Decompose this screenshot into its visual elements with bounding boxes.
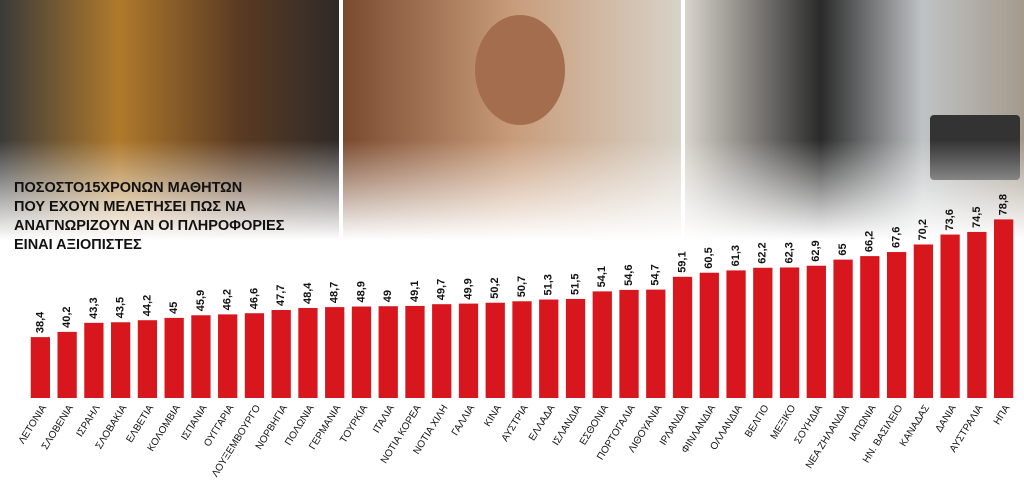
value-label: 45,9 [195,290,207,311]
bar [993,219,1014,398]
value-label: 74,5 [971,207,983,228]
value-label: 49,9 [462,278,474,299]
x-tick-label: ΙΣΡΑΗΛ [75,403,103,439]
value-label: 62,2 [757,242,769,263]
bar [646,289,666,398]
value-label: 46,6 [248,288,260,309]
value-label: 70,2 [917,219,929,240]
value-label: 59,1 [676,251,688,272]
x-tick-label: ΔΑΝΙΑ [934,403,959,435]
value-label: 61,3 [730,245,742,266]
bar [164,317,184,398]
value-label: 66,2 [864,231,876,252]
value-label: 43,3 [88,297,100,318]
bar [271,310,291,398]
bar [539,299,559,398]
bar [84,322,104,398]
value-label: 54,1 [596,266,608,287]
bar [378,306,398,398]
x-tick-label: ΜΕΞΙΚΟ [769,403,799,442]
bar [137,320,158,398]
value-label: 60,5 [703,247,715,268]
photo-detail [475,15,565,125]
bar [512,301,532,398]
bar [726,270,746,398]
value-label: 46,2 [222,289,234,310]
bar [753,267,773,398]
value-label: 54,7 [650,264,662,285]
value-label: 48,7 [329,282,341,303]
bar [940,234,960,398]
bar [191,315,211,398]
bar [351,306,372,398]
x-tick-label: ΒΕΛΓΙΟ [743,403,772,440]
bar [565,298,586,398]
bar [432,304,452,398]
value-label: 62,9 [810,240,822,261]
bar [860,256,880,398]
value-label: 43,5 [115,297,127,318]
value-label: 65 [837,243,849,255]
value-label: 49 [382,290,394,302]
x-tick-label: ΚΙΝΑ [482,403,504,429]
chart-title: ΠΟΣΟΣΤΟ15ΧΡΟΝΩΝ ΜΑΘΗΤΩΝ [14,180,242,196]
value-label: 48,4 [302,282,314,304]
bar [405,305,425,398]
bar [218,314,238,398]
bar [57,331,77,398]
x-tick-label: ΛΟΥΞΕΜΒΟΥΡΓΟ [210,403,263,479]
chart-title: ΠΟΥ ΕΧΟΥΝ ΜΕΛΕΤΗΣΕΙ ΠΩΣ ΝΑ [14,199,247,215]
value-label: 49,1 [409,281,421,302]
x-tick-label: ΗΠΑ [992,403,1013,427]
value-label: 62,3 [783,242,795,263]
value-label: 48,9 [355,281,367,302]
bar [458,303,479,398]
bar [913,244,933,398]
value-label: 67,6 [891,227,903,248]
bar [833,259,853,398]
bar [485,302,505,398]
bar [619,289,639,398]
x-tick-label: ΙΤΑΛΙΑ [371,403,397,435]
bar [30,337,51,398]
value-label: 51,3 [543,274,555,295]
value-label: 73,6 [944,209,956,230]
value-label: 54,6 [623,264,635,285]
photo-fade [0,140,1024,240]
bar [111,322,131,398]
value-label: 44,2 [141,295,153,316]
bar [244,313,265,398]
x-tick-label: ΓΑΛΛΙΑ [450,403,478,438]
value-label: 40,2 [61,306,73,327]
chart-title: ΕΙΝΑΙ ΑΞΙΟΠΙΣΤΕΣ [14,237,142,253]
bar [672,276,693,398]
value-label: 51,5 [569,274,581,295]
photo-strip [0,0,1024,240]
bar [298,307,318,398]
bar [592,291,612,398]
bar [779,267,800,398]
value-label: 38,4 [34,311,46,333]
bar [806,265,826,398]
value-label: 78,8 [998,194,1010,215]
value-label: 49,7 [436,279,448,300]
value-label: 50,2 [489,277,501,298]
bar [699,272,719,398]
bar [967,231,987,398]
value-label: 47,7 [275,285,287,306]
bar [325,307,345,398]
value-label: 45 [168,302,180,314]
value-label: 50,7 [516,276,528,297]
chart-title: ΑΝΑΓΝΩΡΙΖΟΥΝ ΑΝ ΟΙ ΠΛΗΡΟΦΟΡΙΕΣ [14,218,285,234]
bar [886,252,907,398]
